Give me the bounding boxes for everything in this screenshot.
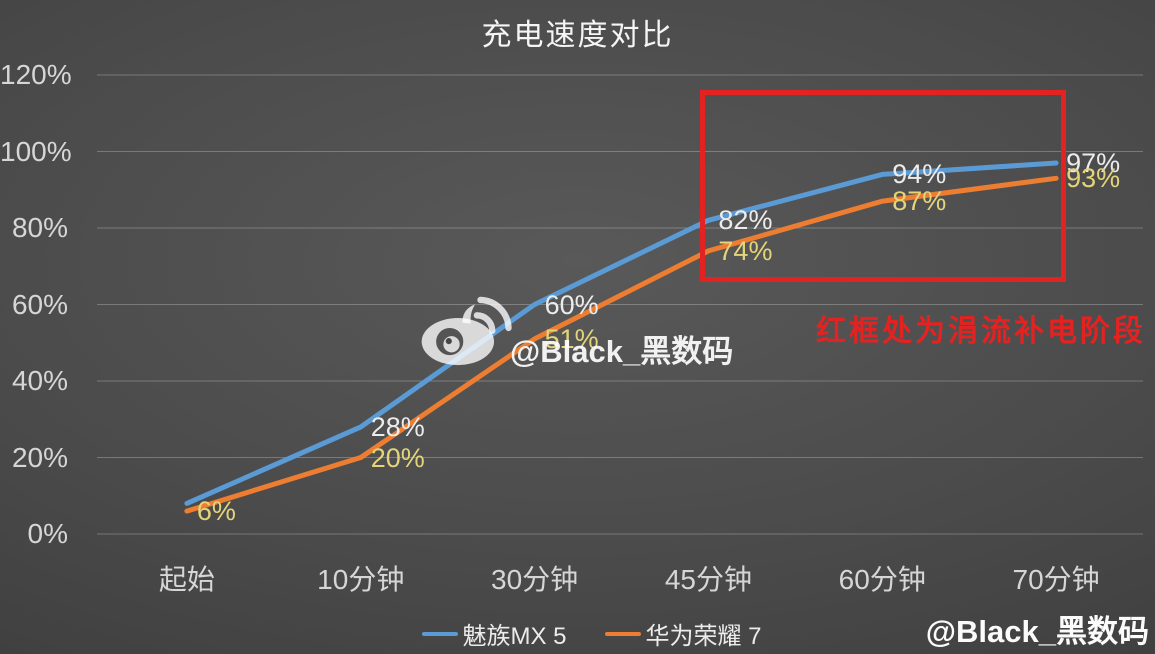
y-axis-labels: 0% 20% 40% 60% 80% 100% 120%: [0, 0, 72, 654]
y-axis-tick: 20%: [11, 441, 68, 473]
data-point-label: 6%: [196, 496, 236, 527]
y-axis-tick: 100%: [0, 135, 72, 167]
legend-item-honor: 华为荣耀 7: [604, 616, 762, 651]
legend-swatch-honor: [604, 631, 641, 636]
legend: 魅族MX 5 华为荣耀 7: [421, 616, 762, 651]
legend-item-meizu: 魅族MX 5: [421, 616, 567, 651]
corner-watermark: @Black_黑数码: [925, 614, 1149, 649]
center-watermark-text: @Black_黑数码: [510, 334, 734, 369]
y-axis-tick: 80%: [11, 212, 68, 243]
x-axis-tick: 70分钟: [1012, 564, 1100, 595]
x-axis-tick: 45分钟: [664, 564, 752, 595]
data-point-label: 93%: [1066, 163, 1121, 194]
data-point-label: 97%: [1066, 147, 1121, 178]
x-axis-tick: 30分钟: [491, 564, 579, 595]
y-axis-tick: 60%: [11, 288, 68, 320]
data-point-label: 51%: [544, 323, 599, 354]
data-point-label: 60%: [544, 289, 599, 320]
data-point-label: 94%: [892, 159, 947, 190]
x-axis-tick: 60分钟: [838, 564, 926, 595]
data-point-label: 28%: [370, 411, 425, 442]
chart-title: 充电速度对比: [481, 19, 674, 52]
x-axis-tick: 10分钟: [317, 564, 405, 595]
y-axis-tick: 120%: [0, 59, 72, 90]
data-point-label: 20%: [370, 442, 425, 473]
center-watermark: @Black_黑数码: [420, 290, 760, 370]
legend-swatch-meizu: [421, 631, 458, 636]
y-axis-tick: 0%: [27, 518, 68, 549]
trickle-charge-annotation: 红框处为涓流补电阶段: [816, 315, 1146, 348]
legend-label-honor: 华为荣耀 7: [645, 623, 762, 650]
trickle-charge-highlight-box: [700, 90, 1066, 282]
y-axis-tick: 40%: [11, 365, 68, 396]
data-point-label: 87%: [892, 186, 947, 217]
weibo-logo-icon: [421, 296, 512, 366]
legend-label-meizu: 魅族MX 5: [462, 623, 567, 650]
data-point-label: 74%: [718, 235, 773, 266]
x-axis-tick: 起始: [158, 564, 215, 595]
data-point-label: 82%: [718, 205, 773, 236]
